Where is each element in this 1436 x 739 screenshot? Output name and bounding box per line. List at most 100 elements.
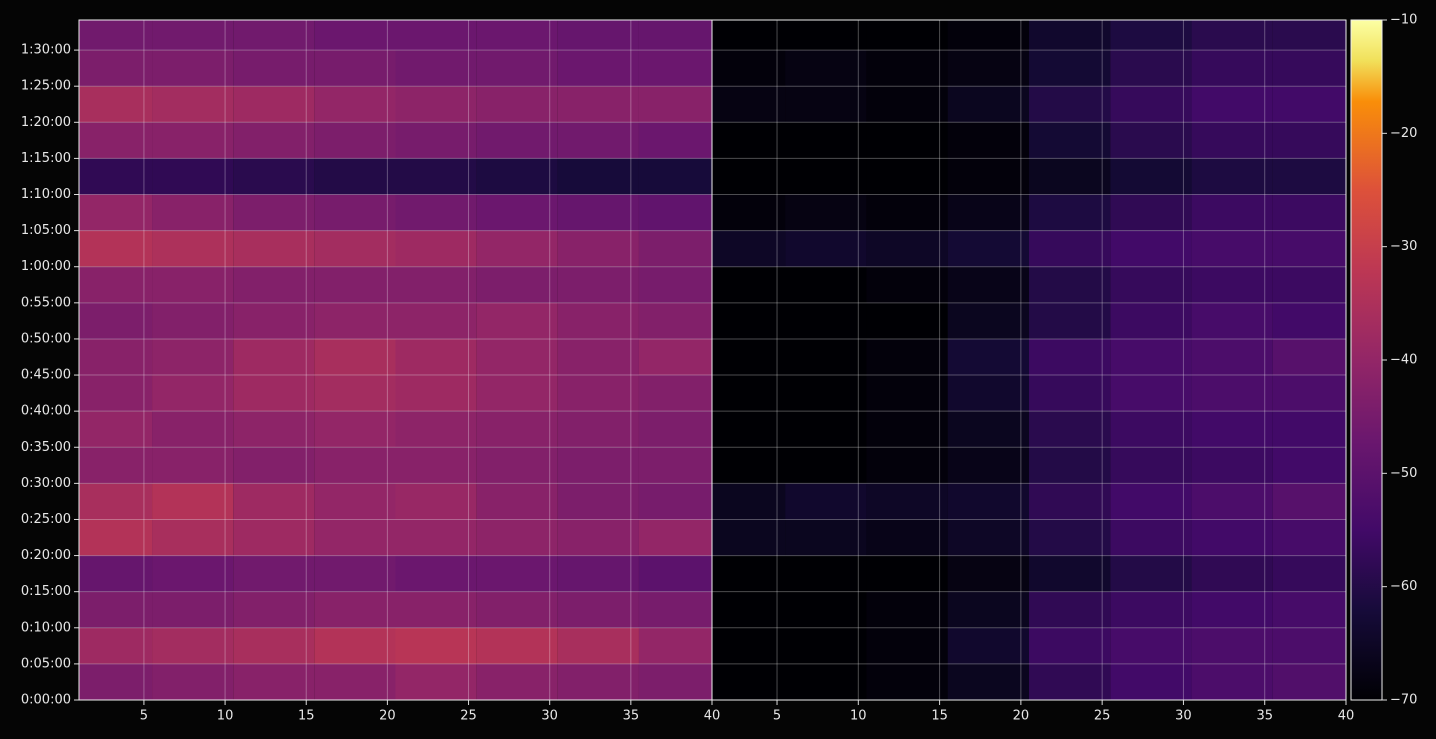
heat-cell [314,194,396,231]
heat-cell [785,555,867,592]
heat-cell [866,338,948,376]
heat-cell [314,338,396,376]
y-tick-label: 1:30:00 [21,43,71,58]
heat-cell [314,447,396,484]
heat-cell [712,338,786,376]
heat-cell [314,411,396,448]
heat-cell [1191,20,1273,51]
heat-cell [1110,663,1192,700]
heat-cell [1029,375,1111,412]
heat-cell [947,519,1029,556]
heat-cell [395,158,477,195]
x-tick-label: 10 [850,709,867,724]
x-tick-label: 30 [541,709,558,724]
heat-cell [785,302,867,339]
heat-cell [395,230,477,267]
heat-cell [1029,519,1111,556]
heat-cell [1191,375,1273,412]
heat-cell [314,86,396,123]
heat-cell [476,519,558,556]
heat-cell [1110,483,1192,520]
heat-cell [947,591,1029,628]
heat-cell [947,86,1029,123]
heat-cell [866,122,948,159]
heat-cell [152,663,234,700]
heat-cell [476,591,558,628]
heat-cell [1272,411,1346,448]
heat-cell [947,338,1029,376]
heat-cell [1029,555,1111,592]
y-tick-label: 1:05:00 [21,223,71,238]
heat-cell [1191,302,1273,339]
heat-cell [233,411,315,448]
heat-cell [557,591,639,628]
heat-cell [1272,627,1346,664]
heat-cell [233,447,315,484]
heat-cell [866,230,948,267]
heat-cell [395,411,477,448]
heat-cell [785,375,867,412]
heat-cell [152,519,234,556]
heat-cell [233,663,315,700]
heat-cell [79,519,153,556]
heat-cell [233,302,315,339]
heat-cell [476,375,558,412]
heat-cell [866,20,948,51]
x-tick-label: 35 [1256,709,1273,724]
x-tick-label: 20 [379,709,396,724]
heat-cell [1191,627,1273,664]
heat-cell [1191,86,1273,123]
heat-cell [712,266,786,303]
heat-cell [1272,555,1346,592]
heat-cell [314,50,396,87]
heat-cell [233,20,315,51]
heat-cell [314,230,396,267]
heat-cell [785,338,867,376]
heat-cell [638,158,712,195]
heat-cell [152,20,234,51]
heat-cell [1029,663,1111,700]
heat-cell [79,338,153,376]
heat-cell [712,627,786,664]
heat-cell [233,483,315,520]
heat-cell [395,338,477,376]
heat-cell [866,375,948,412]
heat-cell [947,122,1029,159]
heat-cell [557,555,639,592]
heat-cell [638,627,712,664]
heat-cell [1029,230,1111,267]
heat-cell [785,663,867,700]
heat-cell [79,483,153,520]
x-tick-label: 40 [1338,709,1355,724]
heat-cell [785,447,867,484]
heat-cell [395,194,477,231]
heat-cell [79,302,153,339]
x-tick-label: 15 [298,709,315,724]
colorbar-tick-label: −10 [1390,13,1417,28]
heat-cell [476,50,558,87]
heat-cell [152,122,234,159]
heat-cell [1191,555,1273,592]
heat-cell [395,86,477,123]
heat-cell [638,519,712,556]
colorbar-tick-label: −40 [1390,353,1417,368]
heat-cell [712,663,786,700]
heat-cell [79,230,153,267]
y-tick-label: 0:20:00 [21,548,71,563]
heat-cell [638,375,712,412]
y-tick-label: 0:00:00 [21,693,71,708]
heat-cell [476,266,558,303]
heat-cell [638,591,712,628]
heat-cell [314,20,396,51]
heat-cell [1110,158,1192,195]
heat-cell [785,50,867,87]
heat-cell [1110,230,1192,267]
y-tick-label: 1:25:00 [21,79,71,94]
heat-cell [152,375,234,412]
heat-cell [785,483,867,520]
heat-cell [557,266,639,303]
heat-cell [1191,338,1273,376]
heat-cell [79,411,153,448]
heat-cell [1110,447,1192,484]
heat-cell [712,194,786,231]
